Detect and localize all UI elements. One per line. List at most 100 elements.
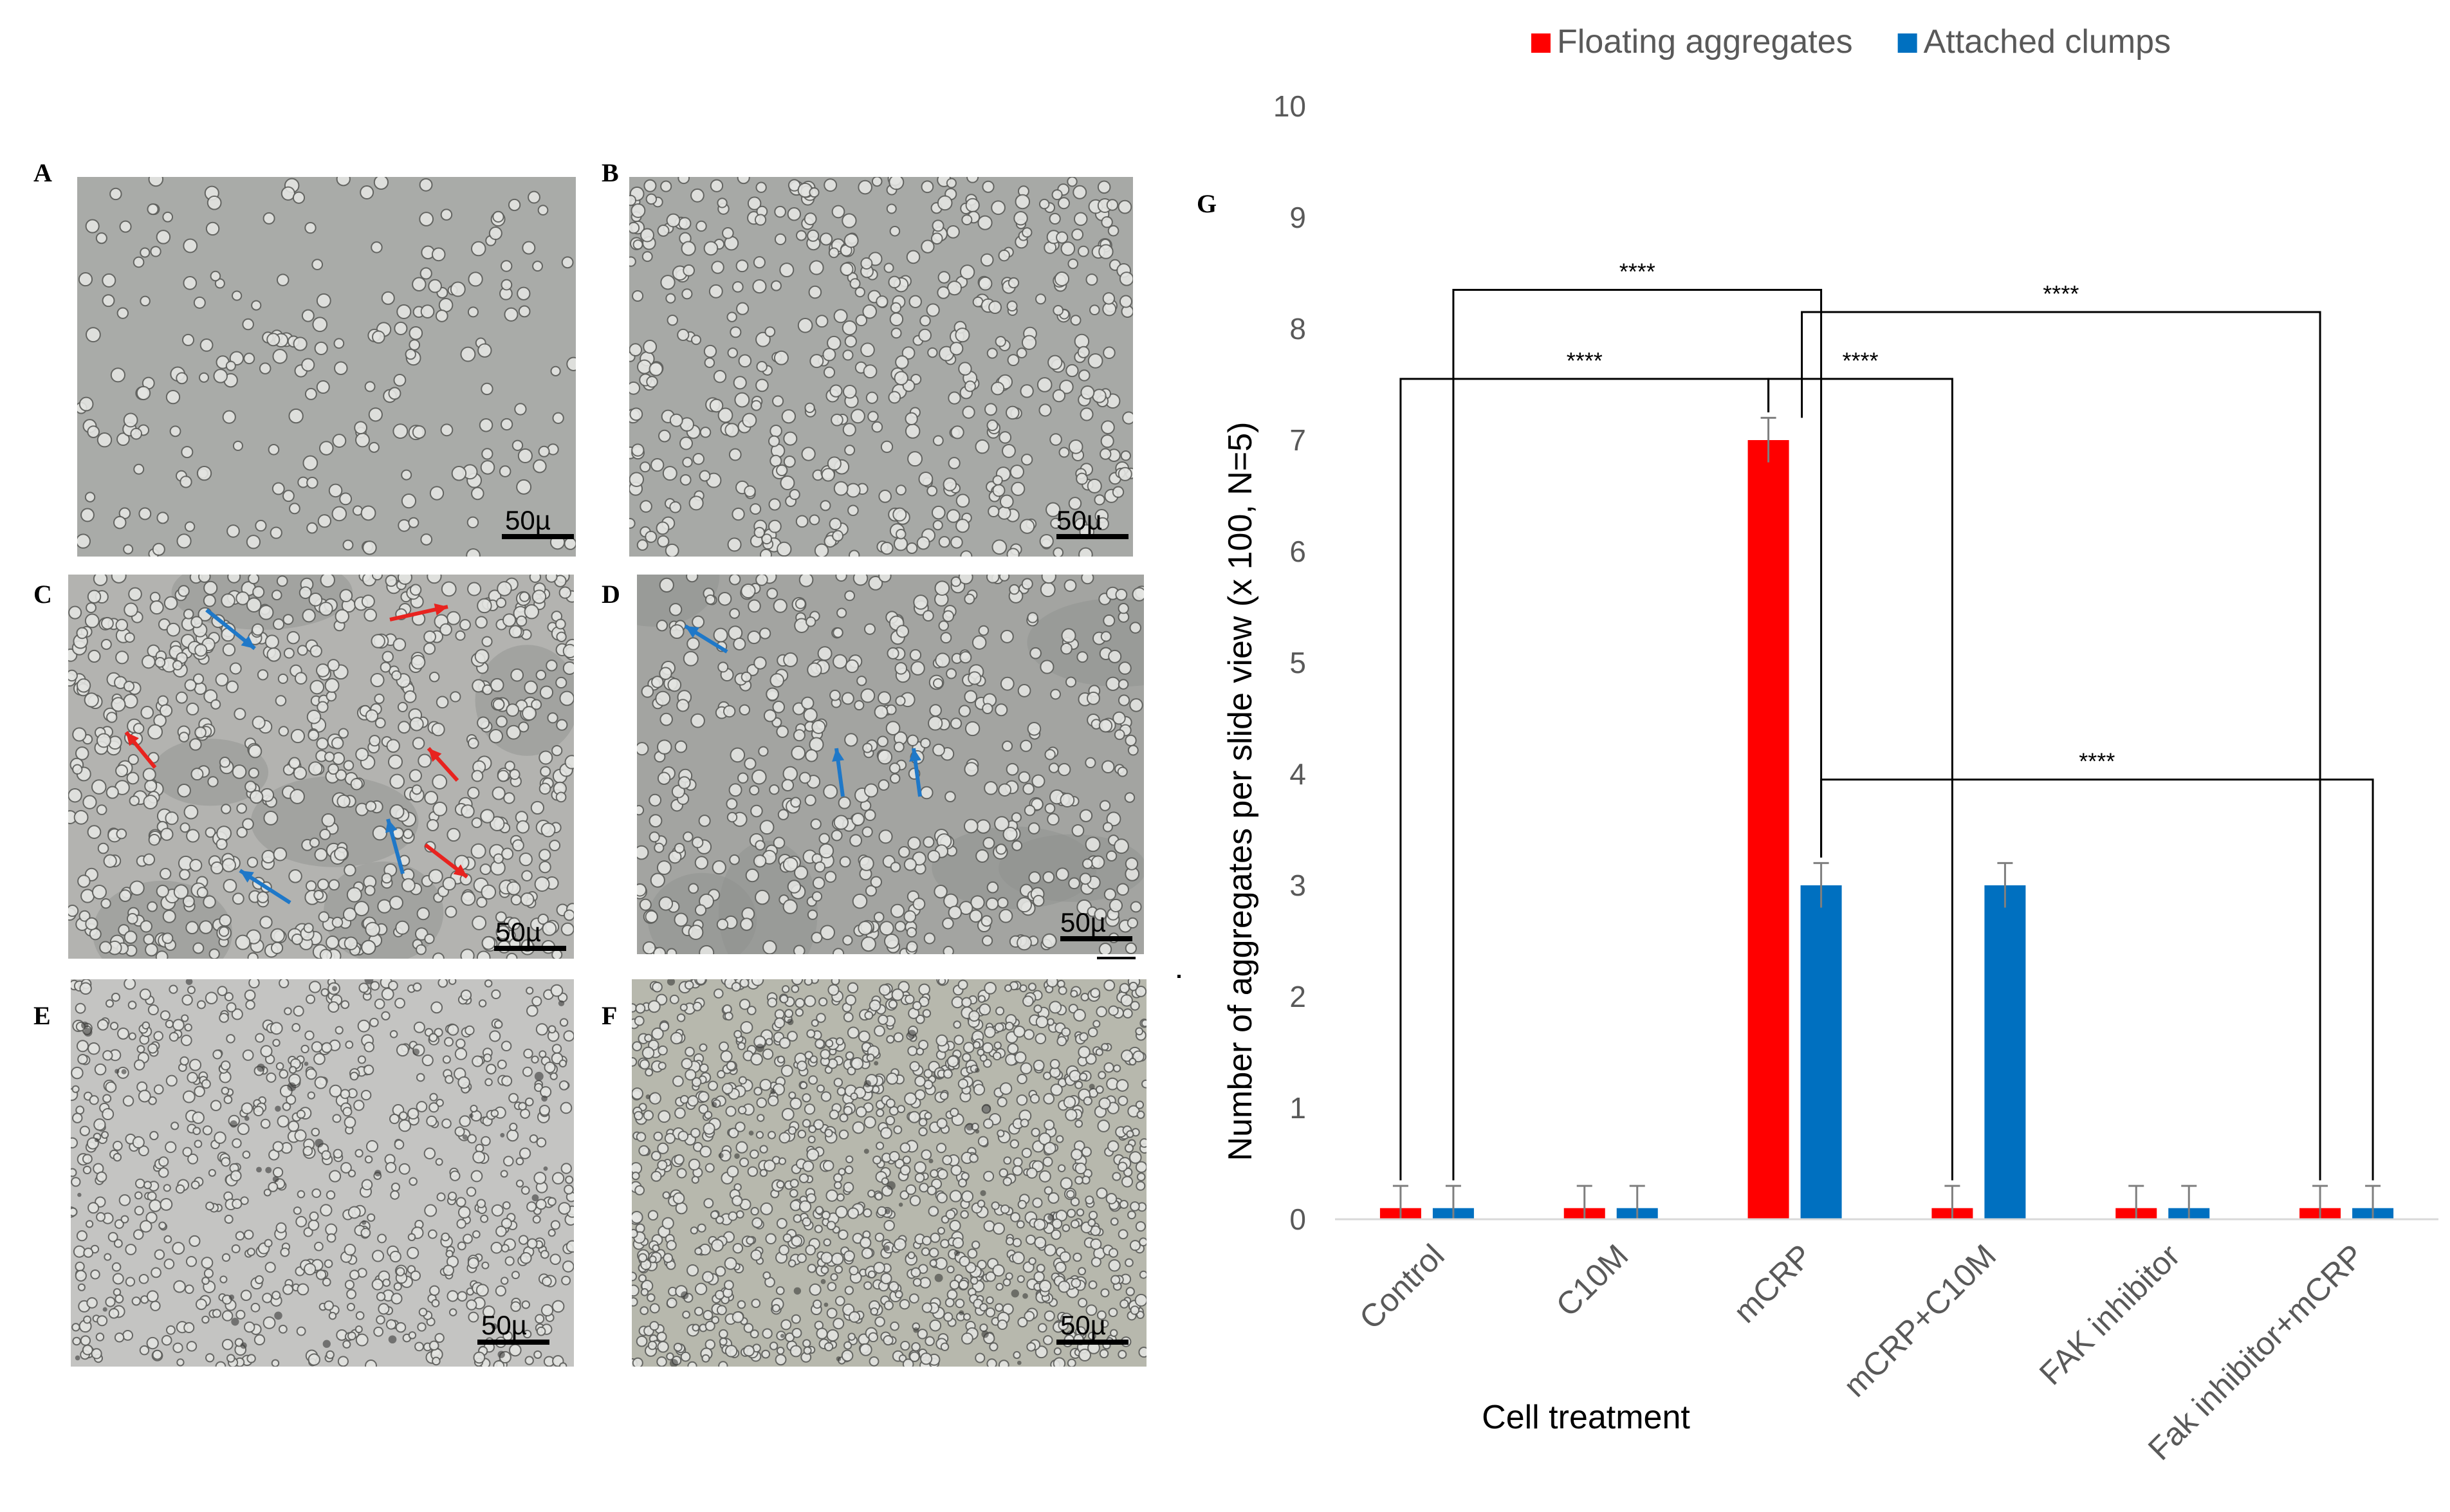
y-tick-label: 4	[1289, 757, 1306, 791]
cell	[850, 1092, 858, 1101]
cell	[1067, 177, 1078, 187]
cell	[789, 1345, 802, 1358]
cell	[1002, 741, 1013, 752]
cell	[564, 755, 574, 770]
cell	[997, 506, 1011, 520]
cell	[632, 1211, 643, 1224]
cell	[889, 312, 904, 327]
cell	[759, 1145, 768, 1154]
cell	[447, 1191, 457, 1201]
cell	[897, 1105, 906, 1114]
cell	[932, 219, 944, 232]
cell	[858, 1030, 870, 1043]
cell	[510, 894, 522, 906]
cell	[728, 1211, 738, 1221]
cell	[1119, 982, 1130, 993]
cell	[727, 347, 739, 358]
cell	[82, 795, 97, 809]
cell	[288, 869, 302, 883]
cell	[126, 771, 140, 785]
cell	[726, 811, 738, 823]
cell	[68, 669, 78, 682]
cell	[1017, 1199, 1027, 1210]
cell	[357, 1019, 371, 1033]
cell	[890, 903, 905, 918]
cell	[827, 984, 840, 996]
micrograph-canvas	[77, 177, 576, 557]
cell	[1053, 1357, 1066, 1367]
cell	[995, 1303, 1004, 1313]
cell	[636, 1132, 647, 1142]
micrograph-canvas	[632, 979, 1147, 1367]
cell	[184, 521, 196, 532]
cell	[759, 1168, 768, 1177]
cell	[862, 304, 878, 319]
cell	[647, 1210, 659, 1221]
cell	[740, 917, 753, 931]
cell	[150, 246, 161, 257]
cell	[84, 613, 100, 629]
cell	[71, 1112, 83, 1123]
cell	[145, 943, 158, 957]
cell	[78, 272, 93, 287]
scale-text-c: 50µ	[495, 917, 541, 947]
cell	[1094, 494, 1105, 506]
cell	[766, 687, 779, 701]
cell	[471, 770, 484, 782]
cell	[771, 395, 784, 407]
cell	[799, 1081, 808, 1090]
cell	[344, 936, 358, 950]
scale-bar-d	[1060, 936, 1132, 941]
cell	[535, 1314, 545, 1324]
cell	[526, 1004, 539, 1017]
cell	[560, 1163, 572, 1174]
cell	[320, 575, 335, 588]
cell	[1033, 1218, 1046, 1231]
cell	[77, 1283, 86, 1291]
cell	[436, 1192, 446, 1202]
cell	[1122, 1008, 1133, 1019]
cell	[1019, 519, 1035, 534]
cell	[189, 1235, 201, 1247]
cell	[958, 362, 972, 376]
cell	[327, 763, 339, 775]
cell	[72, 1336, 81, 1346]
cell	[100, 639, 112, 650]
cell	[390, 1190, 400, 1200]
cell	[923, 1069, 933, 1078]
cell	[912, 1000, 922, 1011]
y-tick-label: 1	[1289, 1091, 1306, 1125]
cell	[1127, 1210, 1136, 1220]
cell	[847, 1207, 860, 1219]
cell	[401, 493, 417, 509]
cell	[282, 1102, 291, 1111]
cell	[161, 1334, 172, 1346]
cell	[787, 880, 802, 894]
cell	[890, 1321, 899, 1331]
cell	[562, 1260, 574, 1273]
cell	[180, 1056, 189, 1066]
cell	[162, 909, 176, 923]
cell	[960, 550, 973, 557]
cell	[194, 1085, 205, 1098]
cell	[96, 1171, 107, 1183]
cell	[334, 846, 348, 861]
cell	[650, 872, 665, 888]
cell	[985, 1307, 996, 1318]
cell	[656, 620, 668, 632]
cell	[252, 715, 266, 730]
cell	[939, 1091, 949, 1100]
cell	[915, 1014, 925, 1024]
cell	[1005, 1237, 1015, 1246]
cell	[308, 761, 323, 776]
cell	[112, 1273, 124, 1285]
cell	[88, 649, 101, 663]
blue-arrow-head	[685, 626, 699, 638]
cell	[889, 177, 905, 190]
cell	[1008, 277, 1020, 289]
cell	[811, 891, 823, 902]
cell	[235, 1309, 246, 1320]
cell	[215, 673, 229, 687]
cell	[242, 818, 254, 831]
cell	[946, 178, 957, 189]
